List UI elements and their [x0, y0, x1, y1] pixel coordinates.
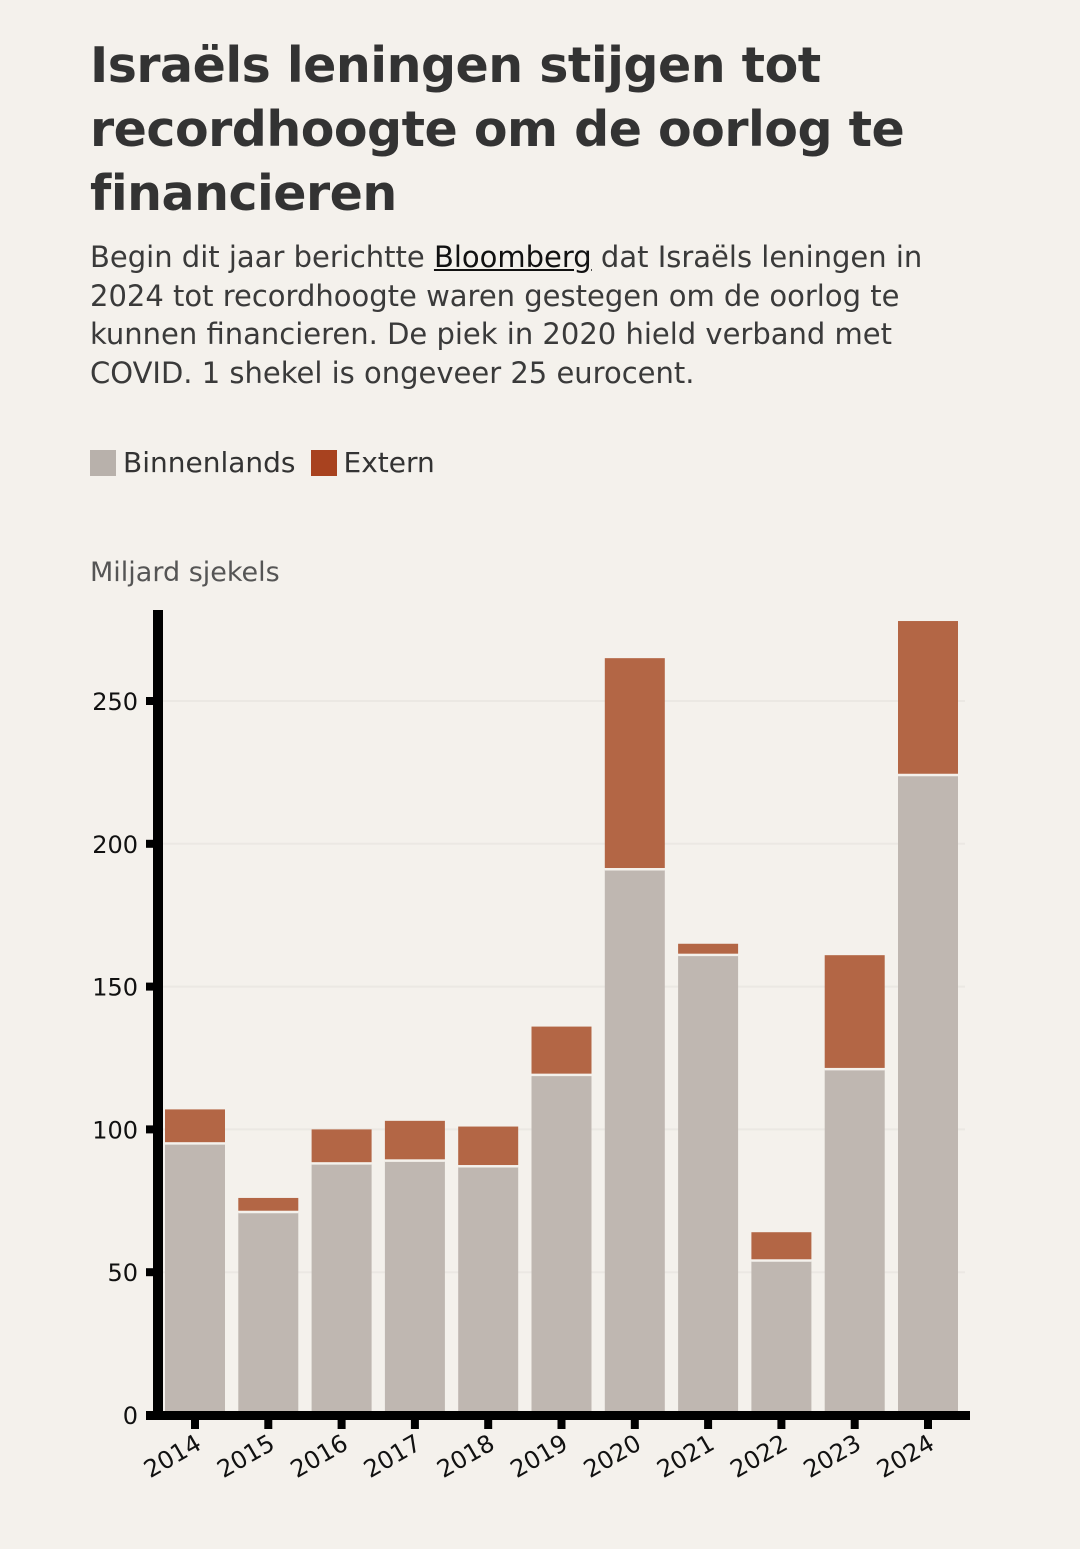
y-tick-label: 100 — [92, 1116, 138, 1144]
x-tick-label: 2017 — [359, 1429, 426, 1484]
y-tick-mark — [146, 697, 154, 705]
bar-extern-2023 — [824, 955, 885, 1068]
x-tick-label: 2015 — [212, 1429, 279, 1484]
bar-binnenlands-2016 — [311, 1163, 372, 1415]
bar-extern-2020 — [604, 658, 665, 869]
bar-binnenlands-2020 — [604, 869, 665, 1415]
bar-extern-2024 — [898, 621, 958, 774]
x-tick-label: 2021 — [652, 1429, 719, 1484]
x-tick-mark — [484, 1415, 493, 1429]
x-tick-mark — [630, 1415, 639, 1429]
y-axis-label: Miljard sjekels — [90, 557, 280, 588]
legend: Binnenlands Extern — [90, 446, 450, 479]
legend-item-extern: Extern — [310, 446, 435, 479]
legend-label-binnenlands: Binnenlands — [123, 446, 296, 479]
legend-swatch-extern — [310, 449, 337, 476]
y-tick-label: 250 — [92, 688, 138, 716]
x-tick-mark — [410, 1415, 419, 1429]
bar-extern-2022 — [751, 1232, 812, 1260]
bar-binnenlands-2019 — [531, 1075, 592, 1415]
x-tick-label: 2023 — [799, 1429, 866, 1484]
bar-extern-2019 — [531, 1026, 592, 1074]
x-axis-line — [146, 1411, 970, 1420]
subtitle-text-before: Begin dit jaar berichtte — [90, 240, 434, 274]
y-tick-label: 0 — [123, 1402, 138, 1430]
bar-binnenlands-2015 — [238, 1212, 299, 1415]
x-tick-label: 2016 — [286, 1429, 353, 1484]
bar-extern-2015 — [238, 1197, 299, 1211]
bar-extern-2018 — [458, 1126, 519, 1166]
x-tick-label: 2020 — [579, 1429, 646, 1484]
bar-extern-2016 — [311, 1129, 372, 1163]
bloomberg-link[interactable]: Bloomberg — [433, 240, 592, 274]
x-tick-mark — [557, 1415, 566, 1429]
x-tick-label: 2014 — [139, 1429, 206, 1484]
bar-binnenlands-2021 — [678, 955, 739, 1415]
x-tick-label: 2018 — [432, 1429, 499, 1484]
x-tick-label: 2019 — [506, 1429, 573, 1484]
y-axis-line — [153, 610, 163, 1420]
y-tick-mark — [146, 982, 154, 991]
chart-subtitle: Begin dit jaar berichtte Bloomberg dat I… — [90, 238, 980, 392]
x-tick-label: 2022 — [726, 1429, 793, 1484]
bar-binnenlands-2018 — [458, 1166, 519, 1415]
x-tick-mark — [704, 1415, 713, 1429]
chart-title: Israëls leningen stijgen tot recordhoogt… — [90, 37, 905, 222]
subtitle-text-after: dat Israëls leningen in 2024 tot recordh… — [90, 240, 923, 390]
y-tick-mark — [146, 1125, 154, 1134]
x-tick-mark — [924, 1415, 932, 1429]
y-tick-mark — [146, 839, 154, 848]
y-tick-label: 200 — [92, 831, 138, 859]
x-tick-label: 2024 — [872, 1429, 939, 1484]
x-tick-mark — [337, 1415, 346, 1429]
bar-extern-2021 — [678, 943, 739, 954]
y-tick-mark — [146, 1268, 154, 1277]
y-tick-label: 150 — [92, 974, 138, 1002]
legend-label-extern: Extern — [343, 446, 435, 479]
bar-binnenlands-2023 — [824, 1069, 885, 1415]
bar-extern-2014 — [165, 1109, 225, 1143]
bar-binnenlands-2014 — [165, 1143, 225, 1415]
x-tick-mark — [264, 1415, 273, 1429]
legend-item-binnenlands: Binnenlands — [90, 446, 296, 479]
bar-binnenlands-2022 — [751, 1260, 812, 1415]
x-tick-mark — [777, 1415, 786, 1429]
bar-extern-2017 — [384, 1120, 445, 1160]
legend-swatch-binnenlands — [90, 449, 116, 476]
x-tick-mark — [191, 1415, 199, 1429]
y-tick-label: 50 — [107, 1259, 138, 1287]
bar-binnenlands-2017 — [384, 1160, 445, 1415]
x-tick-mark — [850, 1415, 859, 1429]
bar-binnenlands-2024 — [898, 775, 958, 1415]
